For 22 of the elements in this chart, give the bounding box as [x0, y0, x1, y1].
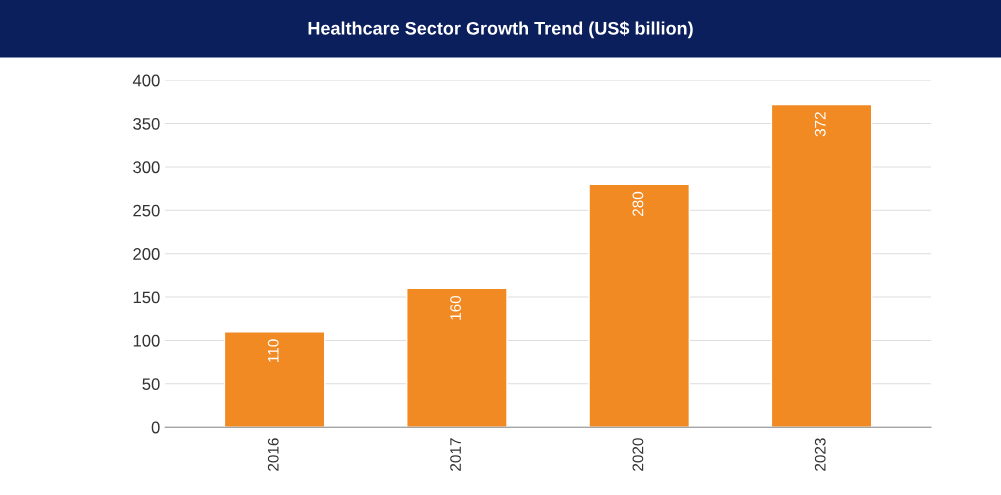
- y-tick-label: 350: [133, 117, 160, 130]
- chart-title: Healthcare Sector Growth Trend (US$ billion): [308, 21, 693, 39]
- y-tick-label: 150: [133, 291, 160, 304]
- data-label: 280: [632, 191, 644, 216]
- y-tick-label: 50: [142, 378, 160, 391]
- bar: [770, 103, 873, 428]
- data-label: 372: [814, 112, 826, 137]
- y-tick-label: 200: [133, 248, 160, 260]
- bar: [406, 287, 508, 428]
- data-label: 160: [450, 295, 461, 320]
- data-label: 110: [267, 339, 279, 362]
- y-tick-label: 0: [151, 421, 160, 434]
- x-tick-label: 2023: [814, 438, 826, 471]
- y-tick-label: 400: [132, 74, 160, 87]
- bar: [223, 331, 326, 428]
- y-tick-label: 100: [133, 334, 160, 347]
- x-tick-label: 2016: [267, 438, 279, 471]
- y-tick-label: 300: [133, 161, 160, 174]
- y-tick-label: 250: [133, 204, 160, 217]
- x-tick-label: 2017: [450, 438, 461, 471]
- x-tick-label: 2020: [632, 438, 644, 471]
- bar: [588, 183, 691, 428]
